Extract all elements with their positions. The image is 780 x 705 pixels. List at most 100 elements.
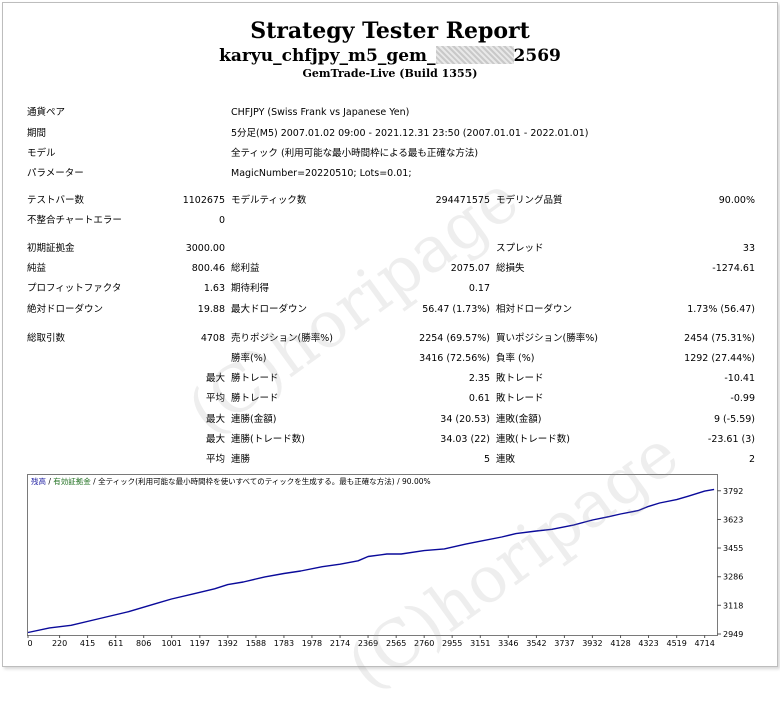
caption-model: 全ティック(利用可能な最小時間枠を使いすべてのティックを生成する。最も正確な方法… xyxy=(98,476,395,486)
max-dd-value: 56.47 (1.73%) xyxy=(422,304,490,315)
net-label: 純益 xyxy=(27,263,47,274)
y-tick-label: 2949 xyxy=(723,630,743,639)
ticks-value: 294471575 xyxy=(435,195,490,206)
symbol-value: CHFJPY (Swiss Frank vs Japanese Yen) xyxy=(231,107,410,118)
loss-label: 負率 (%) xyxy=(496,353,535,364)
quality-value: 90.00% xyxy=(718,195,755,206)
series-line-balance xyxy=(27,488,715,634)
max-win-value: 2.35 xyxy=(468,373,490,384)
y-tick-label: 3455 xyxy=(723,544,743,553)
period-label: 期間 xyxy=(27,128,47,139)
y-tick-label: 3118 xyxy=(723,601,743,610)
short-value: 2254 (69.57%) xyxy=(419,333,490,344)
max-word-3: 最大 xyxy=(205,434,225,445)
avg-cons-win-value: 5 xyxy=(483,454,490,465)
x-tick-label: 4714 xyxy=(694,639,714,648)
max-word-2: 最大 xyxy=(205,414,225,425)
x-tick-label: 1392 xyxy=(218,639,238,648)
avg-win-label: 勝トレード xyxy=(231,393,279,404)
avg-cons-win-label: 連勝 xyxy=(231,454,251,465)
y-tick-label: 3792 xyxy=(723,487,743,496)
win-value: 3416 (72.56%) xyxy=(419,353,490,364)
max-win-label: 勝トレード xyxy=(231,373,279,384)
avg-word-2: 平均 xyxy=(205,454,225,465)
trades-value: 4708 xyxy=(200,333,225,344)
y-axis-ticks: 3792 3623 3455 3286 3118 2949 xyxy=(717,487,743,639)
gross-profit-label: 総利益 xyxy=(231,263,260,274)
ea-name: karyu_chfjpy_m5_gem_ 2569 xyxy=(0,46,780,66)
cons-win-cnt-label: 連勝(トレード数) xyxy=(231,434,305,445)
x-tick-label: 1978 xyxy=(302,639,322,648)
x-tick-label: 220 xyxy=(52,639,67,648)
bars-label: テストバー数 xyxy=(27,195,85,206)
pf-value: 1.63 xyxy=(203,283,225,294)
spread-label: スプレッド xyxy=(496,243,544,254)
payoff-label: 期待利得 xyxy=(231,283,270,294)
x-axis-ticks: 0 220 415 611 806 1001 1197 1392 1588 1783 1978 217… xyxy=(27,635,715,648)
x-tick-label: 3932 xyxy=(582,639,602,648)
x-tick-label: 2174 xyxy=(330,639,350,648)
cons-loss-amt-label: 連敗(金額) xyxy=(496,414,542,425)
x-tick-label: 1783 xyxy=(274,639,294,648)
x-tick-label: 611 xyxy=(108,639,123,648)
long-value: 2454 (75.31%) xyxy=(684,333,755,344)
loss-value: 1292 (27.44%) xyxy=(684,353,755,364)
avg-loss-label: 敗トレード xyxy=(496,393,544,404)
caption-quality: 90.00% xyxy=(402,477,431,486)
x-tick-label: 4519 xyxy=(666,639,686,648)
x-tick-label: 3151 xyxy=(470,639,490,648)
params-value: MagicNumber=20220510; Lots=0.01; xyxy=(231,168,412,179)
cons-win-cnt-value: 34.03 (22) xyxy=(440,434,490,445)
x-tick-label: 4323 xyxy=(638,639,658,648)
x-tick-label: 0 xyxy=(27,639,32,648)
ticks-label: モデルティック数 xyxy=(231,195,307,206)
avg-word-1: 平均 xyxy=(205,393,225,404)
period-value: 5分足(M5) 2007.01.02 09:00 - 2021.12.31 23… xyxy=(231,128,589,139)
x-tick-label: 3737 xyxy=(554,639,574,648)
report-title: Strategy Tester Report xyxy=(250,18,530,44)
caption-sep-3: / xyxy=(395,477,402,486)
ea-name-suffix: 2569 xyxy=(513,46,561,66)
y-tick-label: 3286 xyxy=(723,573,743,582)
y-tick-label: 3623 xyxy=(723,515,743,524)
x-tick-label: 2565 xyxy=(386,639,406,648)
symbol-label: 通貨ペア xyxy=(27,107,66,118)
cons-win-amt-label: 連勝(金額) xyxy=(231,414,277,425)
series-group xyxy=(27,488,715,634)
caption-sep-1: / xyxy=(46,477,53,486)
avg-cons-loss-value: 2 xyxy=(748,454,755,465)
spread-value: 33 xyxy=(742,243,755,254)
abs-dd-label: 絶対ドローダウン xyxy=(27,304,104,315)
pf-label: プロフィットファクタ xyxy=(27,283,122,294)
trades-label: 総取引数 xyxy=(27,333,66,344)
x-tick-label: 2760 xyxy=(414,639,434,648)
cons-loss-cnt-value: -23.61 (3) xyxy=(707,434,755,445)
net-value: 800.46 xyxy=(191,263,225,274)
x-tick-label: 415 xyxy=(80,639,95,648)
mismatch-label: 不整合チャートエラー xyxy=(27,215,122,226)
chart-caption: 残高 / 有効証拠金 / 全ティック(利用可能な最小時間枠を使いすべてのティック… xyxy=(31,476,431,486)
max-loss-label: 敗トレード xyxy=(496,373,544,384)
max-dd-label: 最大ドローダウン xyxy=(231,304,308,315)
model-label: モデル xyxy=(27,148,56,159)
server-build: GemTrade-Live (Build 1355) xyxy=(302,67,478,80)
ea-name-prefix: karyu_chfjpy_m5_gem_ xyxy=(219,46,436,66)
rel-dd-value: 1.73% (56.47) xyxy=(687,304,755,315)
x-tick-label: 4128 xyxy=(610,639,630,648)
x-tick-label: 2369 xyxy=(358,639,378,648)
deposit-label: 初期証拠金 xyxy=(27,243,75,254)
avg-win-value: 0.61 xyxy=(468,393,490,404)
mismatch-value: 0 xyxy=(218,215,225,226)
x-tick-label: 1001 xyxy=(162,639,182,648)
x-tick-label: 3542 xyxy=(526,639,546,648)
max-loss-value: -10.41 xyxy=(724,373,755,384)
deposit-value: 3000.00 xyxy=(185,243,225,254)
x-tick-label: 3346 xyxy=(498,639,518,648)
cons-loss-cnt-label: 連敗(トレード数) xyxy=(496,434,570,445)
abs-dd-value: 19.88 xyxy=(197,304,225,315)
max-word-1: 最大 xyxy=(205,373,225,384)
rel-dd-label: 相対ドローダウン xyxy=(496,304,573,315)
payoff-value: 0.17 xyxy=(468,283,490,294)
model-value: 全ティック (利用可能な最小時間枠による最も正確な方法) xyxy=(231,148,479,159)
gross-loss-value: -1274.61 xyxy=(712,263,755,274)
